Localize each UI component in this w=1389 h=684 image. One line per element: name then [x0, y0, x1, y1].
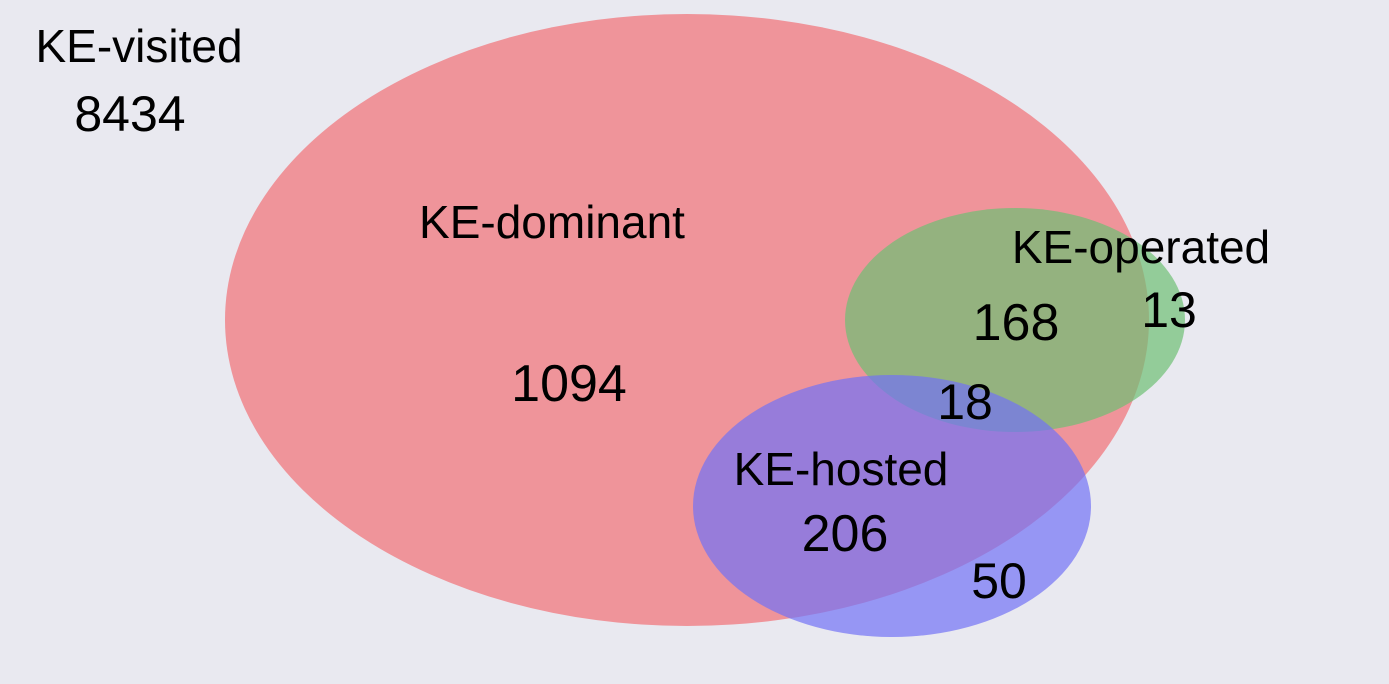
- region-hosted-only-count: 50: [971, 553, 1027, 609]
- region-dominant-only-count: 1094: [511, 355, 627, 413]
- region-all-three-count: 18: [937, 374, 993, 430]
- set-ke-hosted-ellipse: [693, 375, 1091, 637]
- universe-count: 8434: [74, 86, 185, 142]
- region-dominant-hosted-count: 206: [802, 505, 889, 563]
- set-ke-hosted-label: KE-hosted: [734, 443, 949, 495]
- universe-label: KE-visited: [35, 20, 242, 72]
- region-dominant-operated-count: 168: [973, 294, 1060, 352]
- set-ke-operated-label: KE-operated: [1012, 221, 1270, 273]
- set-ke-dominant-label: KE-dominant: [419, 196, 685, 248]
- set-ke-operated-ellipse: [845, 208, 1185, 432]
- region-operated-only-count: 13: [1141, 282, 1197, 338]
